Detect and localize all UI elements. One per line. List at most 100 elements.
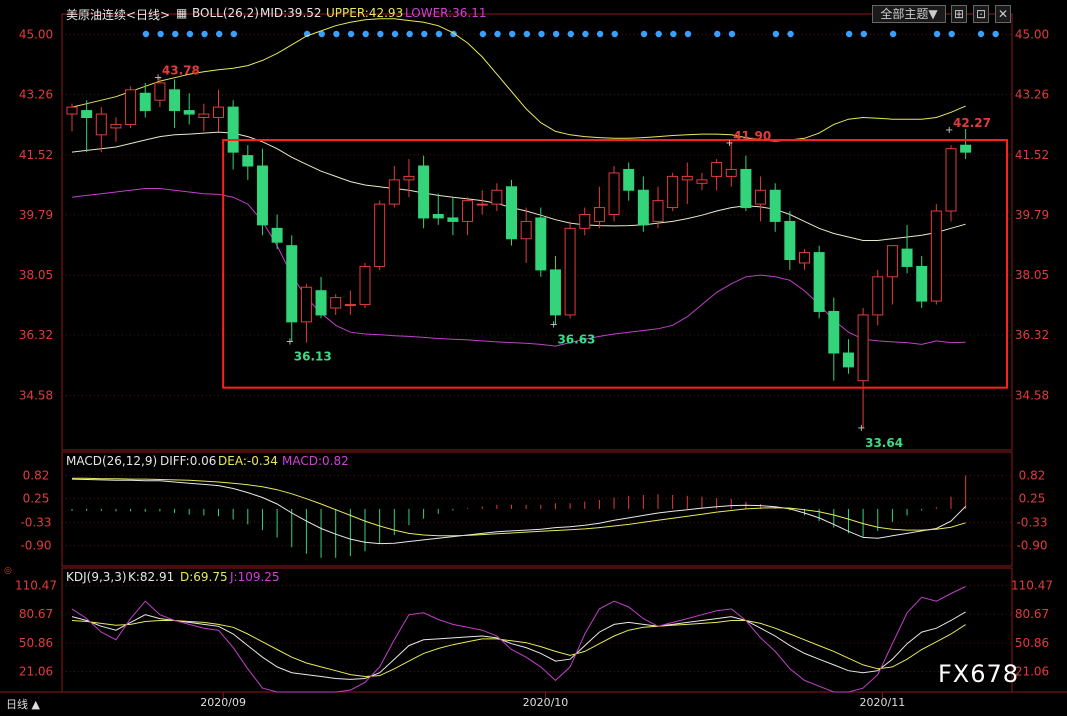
annotation-label: 42.27 bbox=[953, 116, 991, 130]
candle-down bbox=[813, 252, 825, 312]
grid-icon[interactable]: ▦ bbox=[176, 6, 188, 20]
price-annotations: +43.78+36.13+36.63+41.90+33.64+42.27 bbox=[154, 64, 991, 450]
macd-tick-right: 0.82 bbox=[1019, 468, 1046, 482]
candle-down bbox=[139, 92, 151, 112]
grid-lines bbox=[0, 13, 1067, 693]
annotation-label: 33.64 bbox=[865, 436, 903, 450]
candle-up bbox=[520, 220, 532, 240]
chart-title: 美原油连续<日线> bbox=[66, 8, 171, 22]
candle-down bbox=[901, 248, 913, 267]
kdj-panel-frame bbox=[61, 567, 1013, 693]
window-close-icon[interactable]: ✕ bbox=[995, 5, 1011, 23]
candle-down bbox=[535, 217, 547, 271]
month-label: 2020/09 bbox=[200, 696, 246, 709]
candle-up bbox=[66, 106, 78, 115]
window-pin-icon[interactable]: ⊞ bbox=[951, 5, 967, 23]
candle-down bbox=[637, 189, 649, 226]
signal-dot bbox=[377, 30, 384, 38]
signal-dot bbox=[362, 30, 369, 38]
signal-dot bbox=[567, 30, 574, 38]
candle-up bbox=[755, 189, 767, 205]
candle-down bbox=[740, 168, 752, 209]
candle-down bbox=[623, 168, 635, 191]
candle-down bbox=[506, 186, 517, 240]
kdj-tick-right: 80.67 bbox=[1015, 607, 1049, 621]
kdj-label: KDJ(9,3,3) bbox=[66, 570, 127, 584]
signal-dot bbox=[977, 30, 985, 38]
macd-tick-left: -0.90 bbox=[20, 539, 51, 553]
candle-up bbox=[681, 175, 693, 181]
candle-up bbox=[213, 106, 224, 119]
candle-up bbox=[462, 200, 474, 222]
theme-dropdown-button[interactable]: 全部主题▼ bbox=[872, 5, 946, 23]
signal-dot bbox=[728, 30, 736, 38]
annotation-label: 36.13 bbox=[294, 350, 332, 364]
candle-up bbox=[725, 168, 737, 177]
price-tick-left: 34.58 bbox=[19, 388, 53, 402]
period-selector[interactable]: 日线 ▲ bbox=[6, 698, 40, 711]
kdj-k: K:82.91 bbox=[128, 570, 175, 584]
signal-dot bbox=[230, 30, 238, 38]
signal-dot bbox=[640, 30, 648, 38]
signal-dot bbox=[889, 30, 897, 38]
price-tick-left: 36.32 bbox=[19, 328, 53, 342]
boll-upper: UPPER:42.93 bbox=[326, 6, 404, 20]
candle-down bbox=[828, 310, 840, 354]
signal-dot bbox=[186, 30, 194, 38]
annotation-marker: + bbox=[286, 337, 294, 348]
macd-diff-line bbox=[71, 478, 966, 545]
kdj-marker-icon: ◎ bbox=[4, 566, 12, 576]
signal-dot bbox=[787, 30, 794, 38]
candle-up bbox=[799, 252, 810, 264]
window-expand-icon[interactable]: ⊡ bbox=[973, 5, 989, 23]
price-tick-left: 45.00 bbox=[19, 27, 53, 41]
annotation-marker: + bbox=[549, 319, 557, 330]
candle-up bbox=[711, 162, 723, 177]
boll-lines bbox=[71, 18, 966, 347]
candle-down bbox=[784, 220, 796, 261]
signal-dot bbox=[596, 30, 604, 38]
macd-tick-right: 0.25 bbox=[1019, 492, 1046, 506]
signal-dot bbox=[670, 30, 677, 38]
kdj-tick-right: 110.47 bbox=[1011, 578, 1053, 592]
kdj-d-line bbox=[71, 620, 966, 678]
signal-dot bbox=[391, 30, 399, 38]
watermark: FX678 bbox=[938, 660, 1020, 688]
annotation-label: 36.63 bbox=[557, 332, 595, 346]
candle-up bbox=[608, 172, 620, 215]
candle-down bbox=[227, 106, 239, 153]
signal-dot bbox=[538, 30, 545, 38]
signal-dot bbox=[655, 30, 662, 38]
signal-dot bbox=[347, 30, 355, 38]
candle-down bbox=[769, 189, 781, 222]
candle-up bbox=[344, 304, 356, 307]
signal-dot bbox=[435, 30, 443, 38]
signal-dot bbox=[992, 30, 999, 38]
price-tick-left: 38.05 bbox=[19, 268, 53, 282]
macd-diff: DIFF:0.06 bbox=[160, 454, 217, 468]
kdj-j: J:109.25 bbox=[230, 570, 280, 584]
candle-up bbox=[491, 189, 503, 205]
candle-up bbox=[564, 227, 576, 316]
annotation-marker: + bbox=[154, 73, 162, 84]
kdj-tick-right: 50.86 bbox=[1015, 636, 1049, 650]
candle-up bbox=[872, 276, 884, 316]
candle-up bbox=[579, 213, 591, 229]
candle-up bbox=[857, 314, 869, 382]
signal-dot bbox=[142, 30, 150, 38]
macd-tick-right: -0.90 bbox=[1016, 539, 1047, 553]
candle-down bbox=[842, 352, 854, 368]
signal-dot bbox=[406, 30, 413, 38]
macd-panel bbox=[71, 475, 967, 558]
signal-dot bbox=[157, 30, 164, 38]
candle-down bbox=[549, 269, 561, 316]
signal-dot bbox=[172, 30, 179, 38]
signal-dot bbox=[201, 30, 208, 38]
signal-dot bbox=[333, 30, 340, 38]
annotation-label: 43.78 bbox=[162, 64, 200, 78]
kdj-tick-left: 50.86 bbox=[19, 636, 53, 650]
candle-up bbox=[198, 113, 210, 119]
annotation-marker: + bbox=[725, 138, 733, 149]
price-tick-left: 39.79 bbox=[19, 208, 53, 222]
